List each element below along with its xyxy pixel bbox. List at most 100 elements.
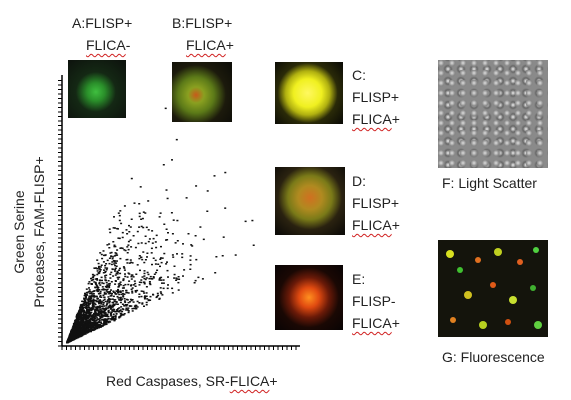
scatter-dot	[123, 293, 126, 295]
scatter-dot	[100, 319, 103, 321]
scatter-dot	[93, 295, 96, 297]
scatter-dot	[146, 256, 148, 258]
scatter-dot	[89, 313, 92, 315]
scatter-dot	[128, 280, 131, 282]
scatter-dot	[99, 296, 102, 298]
scatter-dot	[120, 298, 122, 300]
scatter-dot	[128, 231, 131, 233]
scatter-dot	[83, 297, 86, 299]
scatter-dot	[119, 290, 122, 292]
scatter-dot	[95, 317, 98, 319]
scatter-dot	[132, 235, 135, 237]
scatter-dot	[92, 293, 95, 295]
scatter-dot	[76, 335, 79, 337]
scatter-dot	[194, 279, 197, 282]
scatter-dot	[109, 292, 112, 295]
scatter-dot	[214, 272, 217, 274]
scatter-dot	[88, 297, 90, 299]
scatter-dot	[118, 284, 121, 287]
scatter-dot	[82, 325, 84, 327]
scatter-dot	[130, 285, 132, 287]
scatter-dot	[114, 274, 117, 276]
scatter-dot	[154, 241, 157, 243]
scatter-dot	[98, 305, 101, 307]
scatter-dot	[72, 327, 75, 330]
scatter-dot	[121, 290, 124, 292]
scatter-dot	[111, 317, 113, 319]
scatter-dot	[94, 326, 97, 328]
scatter-dot	[97, 286, 100, 289]
scatter-dot	[128, 273, 131, 275]
scatter-dot	[82, 306, 85, 309]
scatter-dot	[105, 268, 108, 271]
scatter-dot	[157, 263, 160, 265]
scatter-dot	[104, 277, 107, 279]
scatter-dot	[119, 272, 122, 275]
scatter-dot	[110, 318, 113, 320]
scatter-dot	[108, 247, 111, 249]
scatter-dot	[85, 312, 88, 315]
scatter-dot	[104, 309, 107, 311]
scatter-dot	[88, 320, 91, 322]
scatter-dot	[144, 295, 146, 297]
scatter-dot	[93, 267, 96, 269]
scatter-dot	[83, 329, 86, 331]
scatter-dot	[120, 293, 123, 296]
scatter-dot	[144, 242, 147, 245]
scatter-dot	[84, 333, 87, 335]
scatter-dot	[106, 299, 109, 301]
scatter-dot	[98, 313, 101, 316]
scatter-dot	[145, 292, 148, 294]
scatter-dot	[101, 286, 104, 288]
scatter-dot	[98, 281, 101, 284]
scatter-dot	[175, 279, 178, 281]
scatter-dot	[82, 329, 85, 331]
scatter-dot	[87, 319, 90, 321]
scatter-dot	[138, 284, 141, 286]
scatter-dot	[97, 314, 100, 317]
scatter-dot	[96, 298, 99, 300]
scatter-dot	[122, 284, 125, 287]
scatter-dot	[85, 305, 88, 307]
scatter-dot	[155, 296, 158, 299]
scatter-dot	[107, 298, 110, 300]
scatter-dot	[109, 306, 111, 308]
scatter-dot	[74, 322, 76, 325]
scatter-dot	[94, 286, 97, 289]
cell-image-a	[68, 60, 126, 118]
scatter-dot	[124, 249, 127, 252]
scatter-dot	[85, 318, 88, 321]
scatter-dot	[138, 203, 141, 205]
scatter-dot	[110, 311, 113, 313]
scatter-dot	[85, 316, 88, 318]
scatter-dot	[78, 328, 81, 331]
x-label-suffix: +	[269, 373, 278, 389]
scatter-dot	[118, 316, 121, 318]
scatter-dot	[129, 259, 132, 261]
scatter-dot	[101, 257, 104, 260]
scatter-dot	[79, 327, 82, 329]
scatter-dot	[103, 296, 106, 299]
scatter-dot	[155, 271, 158, 274]
scatter-dot	[96, 308, 99, 311]
scatter-dot	[118, 219, 121, 222]
panel-letter: D:	[352, 173, 366, 189]
scatter-dot	[117, 288, 119, 291]
scatter-dot	[96, 259, 99, 261]
scatter-dot	[127, 240, 130, 243]
scatter-dot	[101, 282, 104, 284]
scatter-dot	[97, 301, 100, 303]
scatter-dot	[103, 298, 106, 301]
scatter-dot	[109, 318, 112, 320]
scatter-dot	[134, 308, 137, 310]
scatter-dot	[75, 324, 78, 327]
scatter-dot	[92, 276, 95, 279]
scatter-dot	[155, 234, 158, 237]
scatter-dot	[134, 282, 137, 285]
scatter-dot	[90, 325, 93, 328]
scatter-dot	[104, 267, 107, 269]
cell-image-b	[172, 62, 232, 122]
scatter-dot	[143, 283, 146, 285]
scatter-dot	[98, 300, 101, 302]
scatter-dot	[103, 323, 106, 326]
